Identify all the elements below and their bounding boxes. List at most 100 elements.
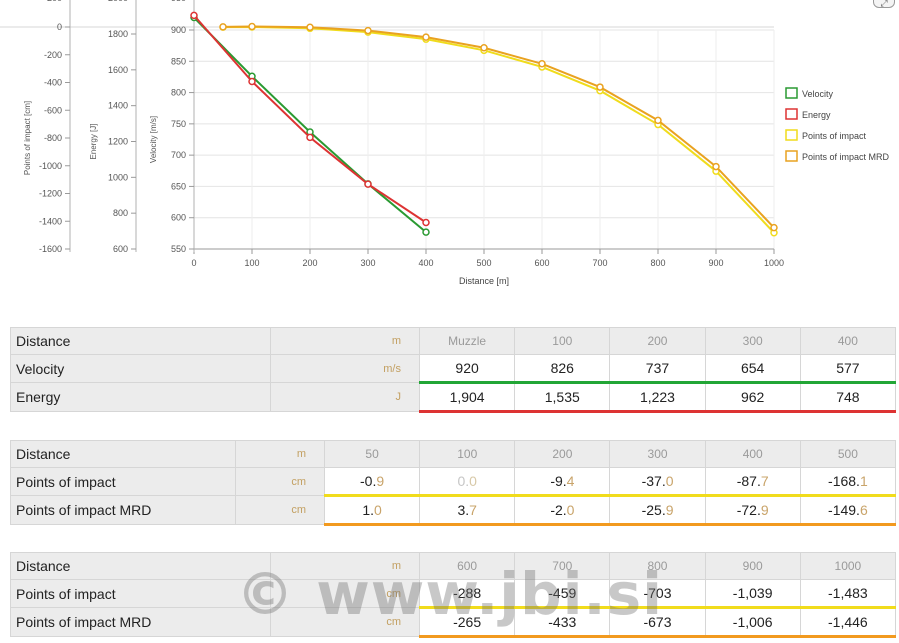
column-header: 500 <box>799 440 897 468</box>
cell-value: -0. <box>360 473 377 489</box>
y-tick-label-clipped: 950 <box>171 0 186 3</box>
cell-value: 1,535 <box>544 389 580 405</box>
y-tick-label: 1800 <box>108 29 128 39</box>
data-point <box>538 60 546 68</box>
cell-value: -2. <box>550 502 567 518</box>
table-row: Points of impact cm -288 -459 -703 -1,039 -1,4… <box>10 579 897 609</box>
column-header: 200 <box>514 440 611 468</box>
cell-value: 826 <box>550 360 574 376</box>
cell-value: -9. <box>550 473 567 489</box>
data-point <box>480 44 488 52</box>
column-header: 300 <box>704 327 801 355</box>
cell-value: -673 <box>643 614 672 630</box>
expand-icon[interactable]: ⤢ <box>873 0 895 8</box>
column-header: 800 <box>609 552 706 580</box>
cell-value: -1,006 <box>732 614 773 630</box>
cell-decimal: 7 <box>760 473 769 489</box>
row-unit: cm <box>270 579 420 608</box>
table-cell: -1,446 <box>799 607 897 638</box>
data-point <box>364 180 372 188</box>
y-tick-label: 600 <box>113 244 128 254</box>
y-tick-label: -600 <box>44 105 62 115</box>
row-label: Points of impact <box>10 467 236 496</box>
column-header: Muzzle <box>418 327 516 355</box>
table-cell: 920 <box>418 354 516 384</box>
legend-swatch <box>785 108 798 120</box>
data-point <box>596 83 604 91</box>
y-tick-label: 600 <box>171 213 186 223</box>
row-label: Velocity <box>10 354 271 383</box>
x-tick-label: 200 <box>302 258 317 268</box>
cell-value: -1,039 <box>732 585 773 601</box>
y-tick-label: 800 <box>171 88 186 98</box>
table-cell: 1,535 <box>514 382 611 413</box>
table-cell: -2.0 <box>514 495 611 526</box>
cell-decimal: 9 <box>665 502 674 518</box>
legend-item: Velocity <box>802 89 834 99</box>
y-tick-label: -1200 <box>39 189 62 199</box>
y-tick-label: 900 <box>171 25 186 35</box>
cell-decimal: 7 <box>469 502 477 518</box>
y-tick-label: 1200 <box>108 137 128 147</box>
x-tick-label: 800 <box>650 258 665 268</box>
y-tick-label-clipped: 200 <box>47 0 62 3</box>
table-row: Distance m 600 700 800 900 1000 <box>10 552 897 580</box>
data-point <box>364 26 372 35</box>
y-axis-title: Velocity [m/s] <box>149 116 158 163</box>
cell-decimal: 0 <box>566 502 575 518</box>
column-header: 1000 <box>799 552 897 580</box>
cell-value: -459 <box>548 585 577 601</box>
column-header: 200 <box>609 327 706 355</box>
y-tick-label: 1400 <box>108 101 128 111</box>
row-label: Distance <box>10 327 271 355</box>
data-point <box>306 133 314 142</box>
cell-value: -149. <box>828 502 860 518</box>
table-cell: -72.9 <box>704 495 801 526</box>
table-cell: -25.9 <box>609 495 706 526</box>
x-tick-label: 900 <box>708 258 723 268</box>
y-tick-label: 1000 <box>108 172 128 182</box>
table-cell: -288 <box>418 579 516 609</box>
y-tick-label: 800 <box>113 208 128 218</box>
cell-value: -87. <box>736 473 761 489</box>
legend-item: Energy <box>802 110 831 120</box>
row-label: Points of impact <box>10 579 271 608</box>
series-line <box>222 25 775 234</box>
chart-grid <box>193 29 775 250</box>
cell-value: -168. <box>828 473 860 489</box>
y-tick-label: -400 <box>44 78 62 88</box>
table-cell: -673 <box>609 607 706 638</box>
table-row: Distance m Muzzle 100 200 300 400 <box>10 327 897 355</box>
table-row: Points of impact MRD cm 1.0 3.7 -2.0 -25.9 -72… <box>10 495 897 526</box>
cell-value: 577 <box>836 360 860 376</box>
row-unit: cm <box>235 467 325 496</box>
impact-table-far: Distance m 600 700 800 900 1000 Points of impac… <box>10 552 897 638</box>
table-row: Velocity m/s 920 826 737 654 577 <box>10 354 897 384</box>
y-axis-title: Points of impact [cm] <box>23 101 32 175</box>
impact-table-near: Distance m 50 100 200 300 400 500 Points of impa… <box>10 440 897 526</box>
cell-decimal: 0 <box>469 473 477 489</box>
data-point <box>248 77 256 86</box>
cell-value: 1. <box>362 502 375 518</box>
data-point <box>654 116 662 125</box>
table-cell: -1,006 <box>704 607 801 638</box>
column-header: 700 <box>514 552 611 580</box>
y-tick-label: -800 <box>44 133 62 143</box>
row-label: Points of impact MRD <box>10 607 271 637</box>
table-cell: 577 <box>799 354 897 384</box>
row-label: Points of impact MRD <box>10 495 236 525</box>
cell-value: -433 <box>548 614 577 630</box>
table-cell: 737 <box>609 354 706 384</box>
cell-decimal: 1 <box>859 473 868 489</box>
table-cell: 826 <box>514 354 611 384</box>
cell-value: 737 <box>645 360 670 376</box>
cell-value: -288 <box>453 585 482 601</box>
table-row: Points of impact MRD cm -265 -433 -673 -1,006… <box>10 607 897 638</box>
cell-value: 962 <box>740 389 765 405</box>
data-point <box>422 33 430 41</box>
cell-value: 920 <box>455 360 479 376</box>
y-tick-label: -1400 <box>39 216 62 226</box>
cell-decimal: 6 <box>859 502 868 518</box>
table-cell: 1,223 <box>609 382 706 413</box>
table-cell: -87.7 <box>704 467 801 497</box>
